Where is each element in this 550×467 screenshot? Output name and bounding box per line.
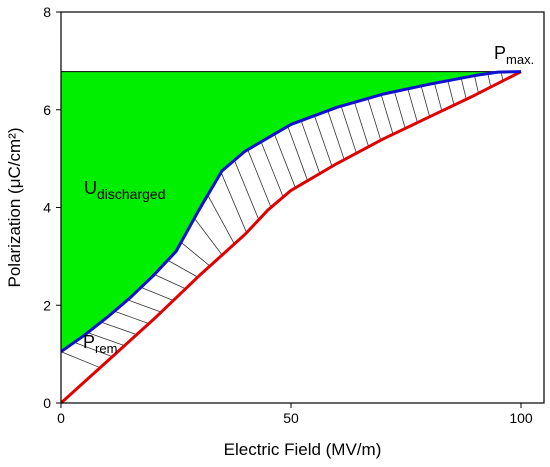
series-line-discharge — [61, 70, 522, 353]
x-axis-label: Electric Field (MV/m) — [224, 440, 382, 459]
y-axis-label: Polarization (μC/cm²) — [5, 128, 24, 288]
energy-loss-hatch — [61, 71, 504, 369]
y-tick-label: 4 — [43, 200, 51, 216]
y-tick-label: 8 — [43, 4, 51, 20]
y-tick-label: 2 — [43, 297, 51, 313]
p-max-label: Pmax. — [494, 43, 534, 67]
series-line-charge — [61, 70, 522, 403]
discharged-energy-area — [61, 71, 521, 352]
y-tick-label: 6 — [43, 102, 51, 118]
x-tick-label: 0 — [57, 410, 65, 426]
y-tick-label: 0 — [43, 395, 51, 411]
x-tick-label: 50 — [283, 410, 299, 426]
p-rem-label: Prem — [83, 332, 117, 356]
x-tick-label: 100 — [509, 410, 533, 426]
u-discharged-label: Udischarged — [84, 178, 166, 202]
